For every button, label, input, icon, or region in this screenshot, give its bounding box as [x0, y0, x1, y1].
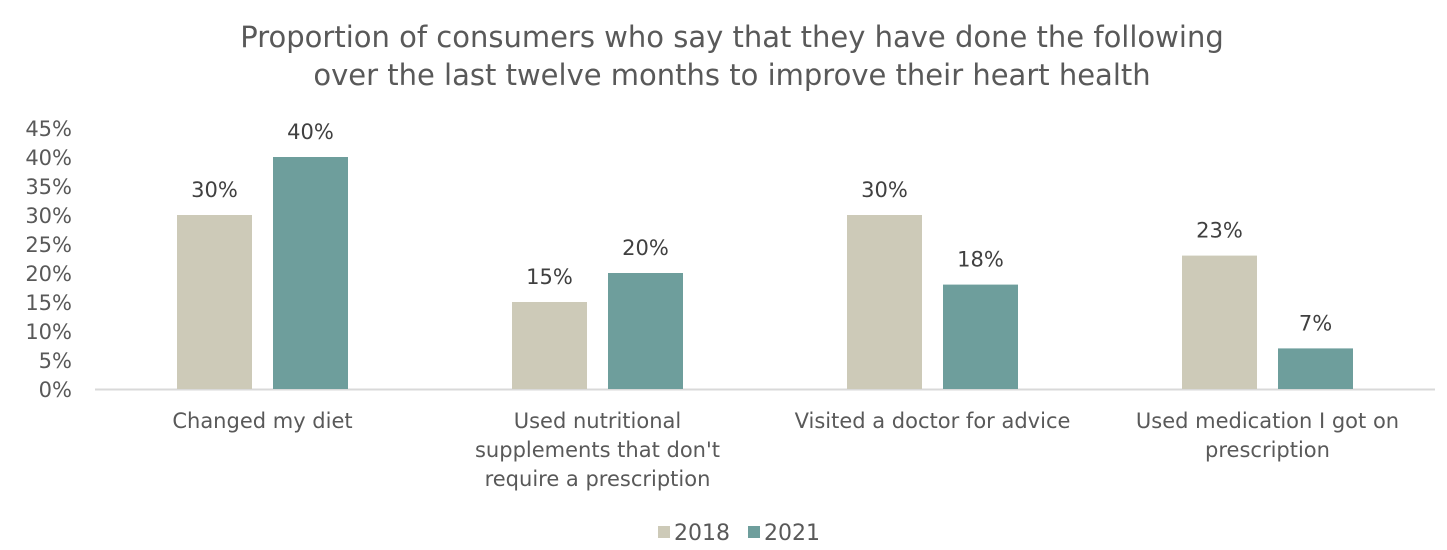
y-tick-label: 45% [25, 117, 72, 141]
x-category-label: Used nutritional [514, 409, 682, 433]
legend-label: 2018 [674, 521, 730, 546]
data-label: 23% [1196, 219, 1243, 243]
y-tick-label: 25% [25, 233, 72, 257]
x-category-label: Visited a doctor for advice [795, 409, 1071, 433]
legend-swatch-2021 [748, 526, 760, 538]
y-tick-label: 10% [25, 320, 72, 344]
bar-2021 [943, 284, 1018, 389]
x-category-label: prescription [1205, 438, 1330, 462]
bar-2018 [847, 215, 922, 389]
y-tick-label: 5% [39, 349, 72, 373]
bar-2021 [273, 157, 348, 389]
x-category-label: require a prescription [485, 467, 711, 491]
bar-2018 [1182, 255, 1257, 389]
bar-2018 [512, 302, 587, 389]
data-label: 30% [191, 178, 238, 202]
y-tick-label: 40% [25, 146, 72, 170]
bar-2021 [608, 273, 683, 389]
legend-label: 2021 [764, 521, 820, 546]
y-tick-label: 30% [25, 204, 72, 228]
data-label: 7% [1299, 311, 1332, 335]
y-tick-label: 20% [25, 262, 72, 286]
legend-swatch-2018 [658, 526, 670, 538]
x-category-label: supplements that don't [475, 438, 720, 462]
data-label: 15% [526, 265, 573, 289]
data-label: 40% [287, 120, 334, 144]
data-label: 18% [957, 248, 1004, 272]
x-category-label: Used medication I got on [1136, 409, 1399, 433]
data-label: 20% [622, 236, 669, 260]
x-category-label: Changed my diet [172, 409, 352, 433]
chart-title: over the last twelve months to improve t… [313, 58, 1150, 92]
y-tick-label: 0% [39, 378, 72, 402]
bar-2021 [1278, 348, 1353, 389]
y-tick-label: 35% [25, 175, 72, 199]
chart-title: Proportion of consumers who say that the… [240, 20, 1223, 54]
data-label: 30% [861, 178, 908, 202]
bar-2018 [177, 215, 252, 389]
y-tick-label: 15% [25, 291, 72, 315]
